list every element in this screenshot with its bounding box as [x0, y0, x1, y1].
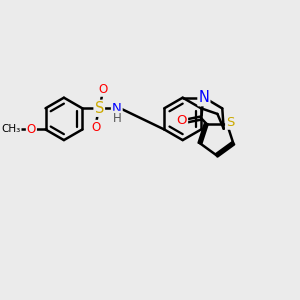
Text: S: S: [226, 116, 235, 129]
Text: O: O: [91, 121, 101, 134]
Text: O: O: [98, 83, 107, 96]
Text: CH₃: CH₃: [2, 124, 21, 134]
Text: H: H: [112, 112, 121, 125]
Text: O: O: [177, 114, 187, 128]
Text: N: N: [199, 90, 209, 105]
Text: S: S: [94, 101, 104, 116]
Text: N: N: [112, 102, 122, 115]
Text: O: O: [27, 123, 36, 136]
